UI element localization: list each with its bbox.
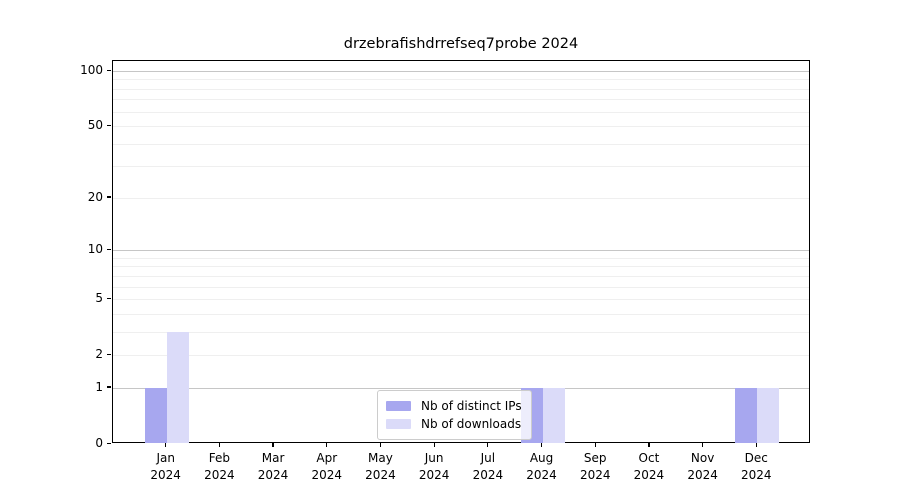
x-tick-label: May 2024 bbox=[365, 451, 396, 482]
x-tick-label: Feb 2024 bbox=[204, 451, 235, 482]
bar-downloads bbox=[166, 331, 189, 443]
minor-gridline bbox=[113, 79, 809, 81]
x-tick-label: Dec 2024 bbox=[741, 451, 772, 482]
y-tick-mark bbox=[107, 386, 111, 388]
y-tick-mark bbox=[107, 353, 111, 355]
minor-gridline bbox=[113, 257, 809, 259]
minor-gridline bbox=[113, 99, 809, 101]
x-tick-label: Oct 2024 bbox=[633, 451, 665, 482]
x-tick-mark bbox=[433, 443, 435, 447]
minor-gridline bbox=[113, 111, 809, 113]
y-tick-label: 100 bbox=[80, 63, 103, 77]
x-tick-mark bbox=[755, 443, 757, 447]
minor-gridline bbox=[113, 313, 809, 315]
major-gridline bbox=[113, 71, 809, 72]
x-tick-mark bbox=[540, 443, 543, 447]
legend-swatch-distinct-ips bbox=[386, 401, 411, 411]
minor-gridline bbox=[113, 126, 809, 128]
y-tick-mark bbox=[107, 248, 111, 250]
legend-label-distinct-ips: Nb of distinct IPs bbox=[421, 399, 522, 413]
x-tick-mark bbox=[165, 443, 167, 447]
y-tick-label: 10 bbox=[87, 242, 103, 257]
y-tick-label: 20 bbox=[87, 189, 103, 204]
minor-gridline bbox=[113, 197, 809, 199]
bar-distinct-ips bbox=[735, 387, 758, 443]
y-tick-mark bbox=[107, 124, 111, 126]
x-tick-mark bbox=[594, 443, 596, 447]
y-tick-mark bbox=[107, 297, 111, 299]
minor-gridline bbox=[113, 275, 809, 277]
x-tick-mark bbox=[218, 443, 220, 447]
y-tick-label: 1 bbox=[95, 379, 103, 394]
x-tick-mark bbox=[702, 443, 704, 447]
y-tick-label: 50 bbox=[87, 118, 103, 133]
y-tick-mark bbox=[107, 442, 111, 444]
y-tick-label: 0 bbox=[95, 436, 103, 450]
y-tick-label: 2 bbox=[95, 347, 103, 362]
x-tick-mark bbox=[272, 443, 274, 447]
x-tick-label: Jun 2024 bbox=[418, 451, 450, 482]
bar-downloads bbox=[542, 387, 565, 443]
minor-gridline bbox=[113, 299, 809, 301]
x-tick-label: Jul 2024 bbox=[472, 451, 504, 482]
minor-gridline bbox=[113, 266, 809, 268]
x-tick-label: Sep 2024 bbox=[579, 451, 611, 482]
legend-label-downloads: Nb of downloads bbox=[421, 417, 522, 431]
x-tick-label: Aug 2024 bbox=[526, 451, 557, 482]
legend-item-distinct-ips: Nb of distinct IPs bbox=[386, 397, 522, 415]
plot-area bbox=[112, 60, 810, 443]
minor-gridline bbox=[113, 143, 809, 145]
major-gridline bbox=[113, 250, 809, 252]
x-tick-label: Jan 2024 bbox=[150, 451, 181, 482]
x-tick-label: Nov 2024 bbox=[687, 451, 718, 482]
y-tick-label: 5 bbox=[95, 291, 103, 306]
y-tick-mark bbox=[107, 196, 111, 198]
bar-distinct-ips bbox=[144, 387, 167, 443]
legend: Nb of distinct IPs Nb of downloads bbox=[377, 390, 532, 440]
x-tick-label: Apr 2024 bbox=[311, 451, 343, 482]
minor-gridline bbox=[113, 166, 809, 168]
legend-item-downloads: Nb of downloads bbox=[386, 415, 522, 433]
x-tick-mark bbox=[379, 443, 382, 447]
minor-gridline bbox=[113, 355, 809, 357]
minor-gridline bbox=[113, 331, 809, 333]
x-tick-label: Mar 2024 bbox=[257, 451, 289, 482]
legend-swatch-downloads bbox=[386, 419, 411, 429]
x-tick-mark bbox=[326, 443, 328, 447]
minor-gridline bbox=[113, 286, 809, 288]
chart-title: drzebrafishdrrefseq7probe 2024 bbox=[343, 36, 579, 52]
bar-downloads bbox=[757, 387, 780, 443]
major-gridline bbox=[113, 387, 809, 389]
x-tick-mark bbox=[487, 443, 489, 447]
y-tick-mark bbox=[107, 69, 111, 71]
minor-gridline bbox=[113, 88, 809, 90]
x-tick-mark bbox=[648, 443, 650, 447]
